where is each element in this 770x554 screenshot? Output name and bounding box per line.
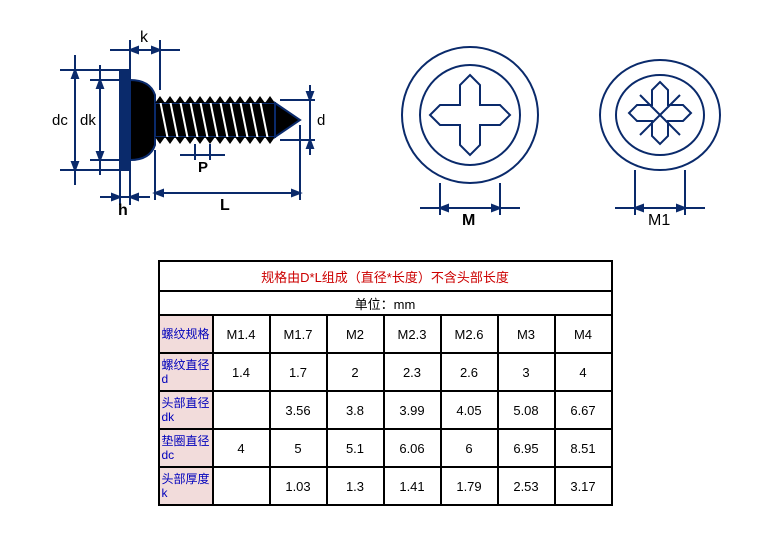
col-header: M1.7 <box>270 315 327 353</box>
row-label: 头部厚度 k <box>159 467 213 505</box>
label-L: L <box>220 197 230 214</box>
row-label: 头部直径dk <box>159 391 213 429</box>
cell: 1.03 <box>270 467 327 505</box>
cell: 4 <box>213 429 270 467</box>
cell: 1.3 <box>327 467 384 505</box>
row-label: 螺纹直径d <box>159 353 213 391</box>
row-label: 垫圈直径dc <box>159 429 213 467</box>
label-P: P <box>198 159 208 176</box>
cell: 8.51 <box>555 429 612 467</box>
cell: 6 <box>441 429 498 467</box>
col-header: M1.4 <box>213 315 270 353</box>
cell: 2.53 <box>498 467 555 505</box>
cell: 4 <box>555 353 612 391</box>
table-row: 垫圈直径dc 4 5 5.1 6.06 6 6.95 8.51 <box>159 429 612 467</box>
header-row: 螺纹规格 M1.4 M1.7 M2 M2.3 M2.6 M3 M4 <box>159 315 612 353</box>
row-label: 螺纹规格 <box>159 315 213 353</box>
cell: 4.05 <box>441 391 498 429</box>
cell: 1.7 <box>270 353 327 391</box>
label-dk: dk <box>80 112 96 129</box>
label-d: d <box>317 112 325 129</box>
technical-drawing: k dc dk h P <box>0 0 770 250</box>
cell: 2.3 <box>384 353 441 391</box>
spec-table: 规格由D*L组成（直径*长度）不含头部长度 单位：mm 螺纹规格 M1.4 M1… <box>158 260 613 506</box>
cell: 6.67 <box>555 391 612 429</box>
label-h: h <box>118 202 128 219</box>
cell: 3.56 <box>270 391 327 429</box>
cell: 5.08 <box>498 391 555 429</box>
table-row: 螺纹直径d 1.4 1.7 2 2.3 2.6 3 4 <box>159 353 612 391</box>
cell: 1.41 <box>384 467 441 505</box>
cell: 5 <box>270 429 327 467</box>
cell: 6.06 <box>384 429 441 467</box>
label-M1: M1 <box>648 212 670 229</box>
col-header: M4 <box>555 315 612 353</box>
col-header: M2.6 <box>441 315 498 353</box>
table-title: 规格由D*L组成（直径*长度）不含头部长度 <box>159 261 612 291</box>
cell: 3.99 <box>384 391 441 429</box>
cell: 3.17 <box>555 467 612 505</box>
cell <box>213 391 270 429</box>
table-unit: 单位：mm <box>159 291 612 315</box>
cell: 5.1 <box>327 429 384 467</box>
col-header: M2.3 <box>384 315 441 353</box>
cell: 2.6 <box>441 353 498 391</box>
label-M: M <box>462 212 475 229</box>
label-dc: dc <box>52 112 68 129</box>
spec-table-container: 规格由D*L组成（直径*长度）不含头部长度 单位：mm 螺纹规格 M1.4 M1… <box>0 250 770 506</box>
cell: 3.8 <box>327 391 384 429</box>
cell <box>213 467 270 505</box>
cell: 3 <box>498 353 555 391</box>
label-k: k <box>140 29 149 46</box>
col-header: M3 <box>498 315 555 353</box>
table-row: 头部直径dk 3.56 3.8 3.99 4.05 5.08 6.67 <box>159 391 612 429</box>
col-header: M2 <box>327 315 384 353</box>
cell: 1.4 <box>213 353 270 391</box>
cell: 1.79 <box>441 467 498 505</box>
cell: 6.95 <box>498 429 555 467</box>
cell: 2 <box>327 353 384 391</box>
table-row: 头部厚度 k 1.03 1.3 1.41 1.79 2.53 3.17 <box>159 467 612 505</box>
